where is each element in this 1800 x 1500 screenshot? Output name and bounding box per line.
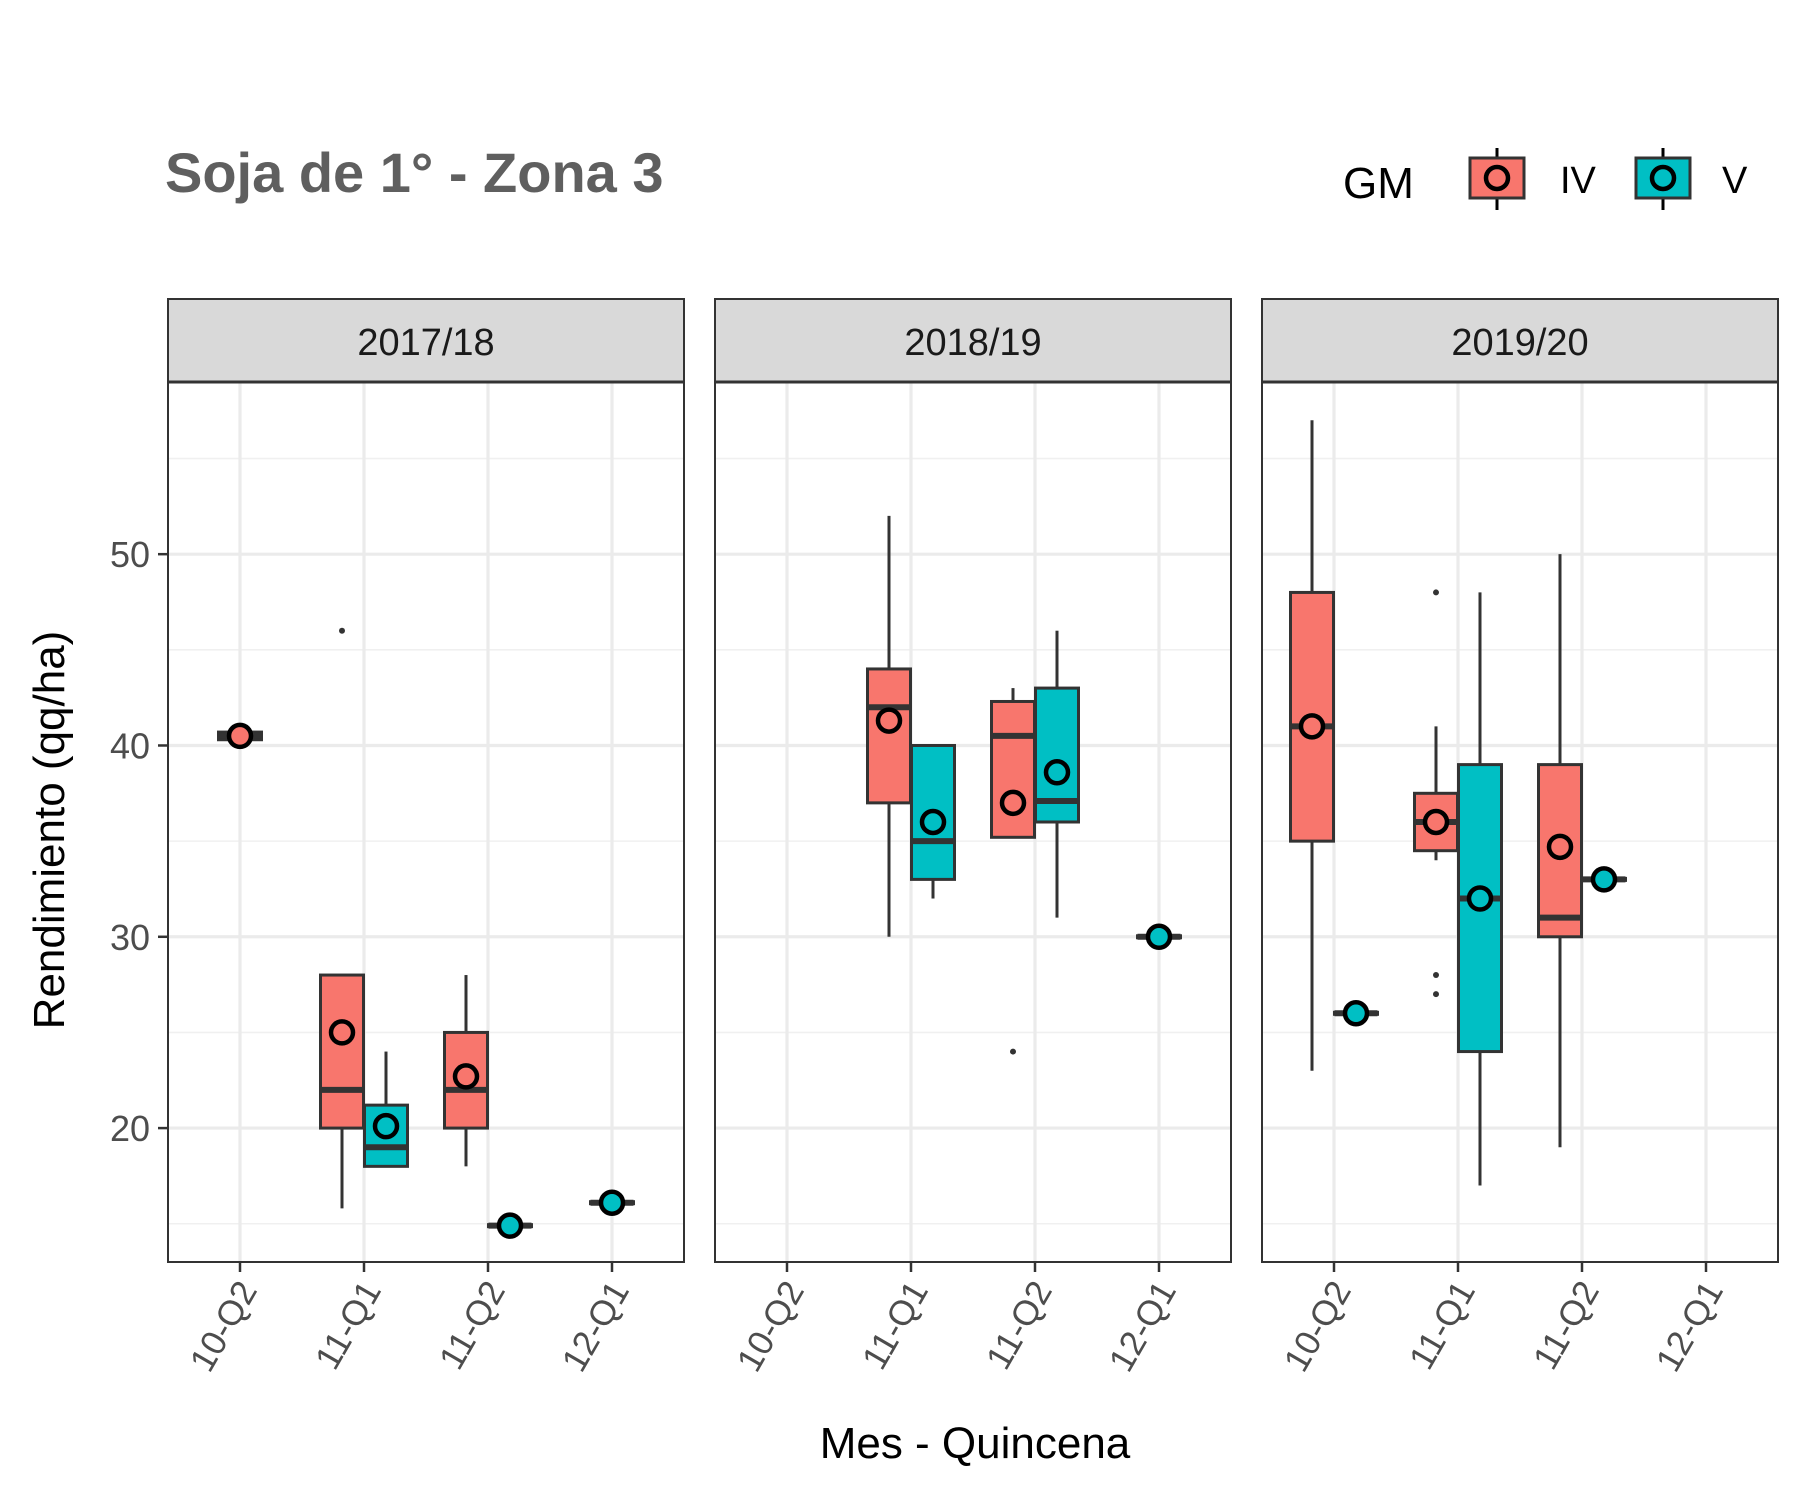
box-V-12-Q1 (589, 1189, 635, 1216)
y-axis: 20 30 40 50 (110, 534, 168, 1149)
panels: 2017/18 10-Q2 11-Q1 11-Q2 12-Q1 2018/19 10-Q2 1… (110, 298, 1779, 1379)
box-V-11-Q1 (910, 743, 956, 899)
outlier-point (1433, 972, 1439, 979)
x-axis-label: Mes - Quincena (820, 1419, 1131, 1468)
legend-label: V (1722, 160, 1748, 202)
outlier-point (1433, 589, 1439, 596)
legend-key-IV: IV (1468, 148, 1597, 210)
box-IV-11-Q1 (1413, 589, 1459, 998)
box-IV-10-Q2 (217, 722, 263, 750)
outlier-point (339, 627, 345, 634)
mean-point (1342, 1000, 1370, 1027)
box-V-11-Q1 (1457, 592, 1503, 1186)
panel-2018-19: 2018/19 10-Q2 11-Q1 11-Q2 12-Q1 (714, 298, 1232, 1379)
x-tick-label: 12-Q1 (555, 1275, 637, 1379)
box-IV-10-Q2 (1289, 420, 1335, 1071)
mean-point (1466, 885, 1494, 912)
box-body (319, 973, 365, 1130)
box-IV-11-Q1 (319, 627, 365, 1209)
y-tick-label: 50 (110, 534, 150, 575)
mean-point (875, 707, 903, 734)
legend: GM IV V (1343, 148, 1748, 210)
legend-label: IV (1560, 160, 1597, 202)
y-axis-label: Rendimiento (qq/ha) (25, 631, 74, 1030)
y-tick-label: 20 (110, 1108, 150, 1149)
y-tick-label: 30 (110, 917, 150, 958)
mean-point (226, 722, 254, 750)
mean-point (1298, 713, 1326, 740)
panel-2017-18: 2017/18 10-Q2 11-Q1 11-Q2 12-Q1 (167, 298, 685, 1379)
mean-point (999, 789, 1027, 817)
mean-point (496, 1212, 524, 1239)
strip-label: 2018/19 (904, 322, 1041, 364)
box-V-10-Q2 (1333, 1000, 1379, 1027)
x-tick-label: 11-Q1 (1402, 1275, 1483, 1377)
box-V-11-Q2 (487, 1212, 533, 1239)
box-IV-11-Q2 (1537, 554, 1583, 1148)
box-V-12-Q1 (1136, 923, 1182, 951)
box-V-11-Q2 (1034, 630, 1080, 918)
strip-label: 2017/18 (357, 322, 494, 364)
box-IV-11-Q1 (866, 515, 912, 937)
box-body (990, 699, 1036, 839)
mean-point (598, 1189, 626, 1216)
mean-point (1043, 759, 1071, 786)
mean-point (1422, 808, 1450, 836)
x-tick-label: 10-Q2 (183, 1275, 265, 1379)
box-IV-11-Q2 (443, 975, 489, 1167)
mean-point (1546, 833, 1574, 861)
x-tick-label: 11-Q2 (1526, 1275, 1607, 1377)
outlier-point (1010, 1048, 1016, 1055)
panel-background (715, 382, 1231, 1262)
panel-background (1262, 382, 1778, 1262)
x-tick-label: 11-Q1 (308, 1275, 389, 1377)
y-tick-label: 40 (110, 725, 150, 766)
legend-key-point (1483, 164, 1511, 192)
box-body (866, 667, 912, 805)
x-tick-label: 11-Q2 (432, 1275, 513, 1377)
legend-title: GM (1343, 159, 1414, 208)
box-V-11-Q2 (1581, 866, 1627, 893)
legend-key-V: V (1634, 148, 1748, 210)
mean-point (372, 1112, 400, 1140)
box-IV-11-Q2 (990, 688, 1036, 1055)
strip-background (1261, 298, 1779, 383)
mean-point (919, 808, 947, 836)
mean-point (1145, 923, 1173, 951)
panel-background (168, 382, 684, 1262)
mean-point (328, 1019, 356, 1046)
box-body (443, 1030, 489, 1130)
mean-point (1590, 866, 1618, 893)
panel-2019-20: 2019/20 10-Q2 11-Q1 11-Q2 12-Q1 (1261, 298, 1779, 1379)
box-body (910, 743, 956, 881)
x-tick-label: 12-Q1 (1649, 1275, 1731, 1379)
mean-point (452, 1063, 480, 1090)
x-tick-label: 10-Q2 (730, 1275, 812, 1379)
strip-background (714, 298, 1232, 383)
x-tick-label: 12-Q1 (1102, 1275, 1184, 1379)
x-tick-label: 10-Q2 (1277, 1275, 1359, 1379)
box-V-11-Q1 (363, 1051, 409, 1168)
chart-title: Soja de 1° - Zona 3 (165, 141, 664, 204)
strip-label: 2019/20 (1451, 322, 1588, 364)
legend-key-point (1649, 164, 1677, 192)
x-tick-label: 11-Q1 (855, 1275, 936, 1377)
x-tick-label: 11-Q2 (979, 1275, 1060, 1377)
outlier-point (1433, 991, 1439, 998)
